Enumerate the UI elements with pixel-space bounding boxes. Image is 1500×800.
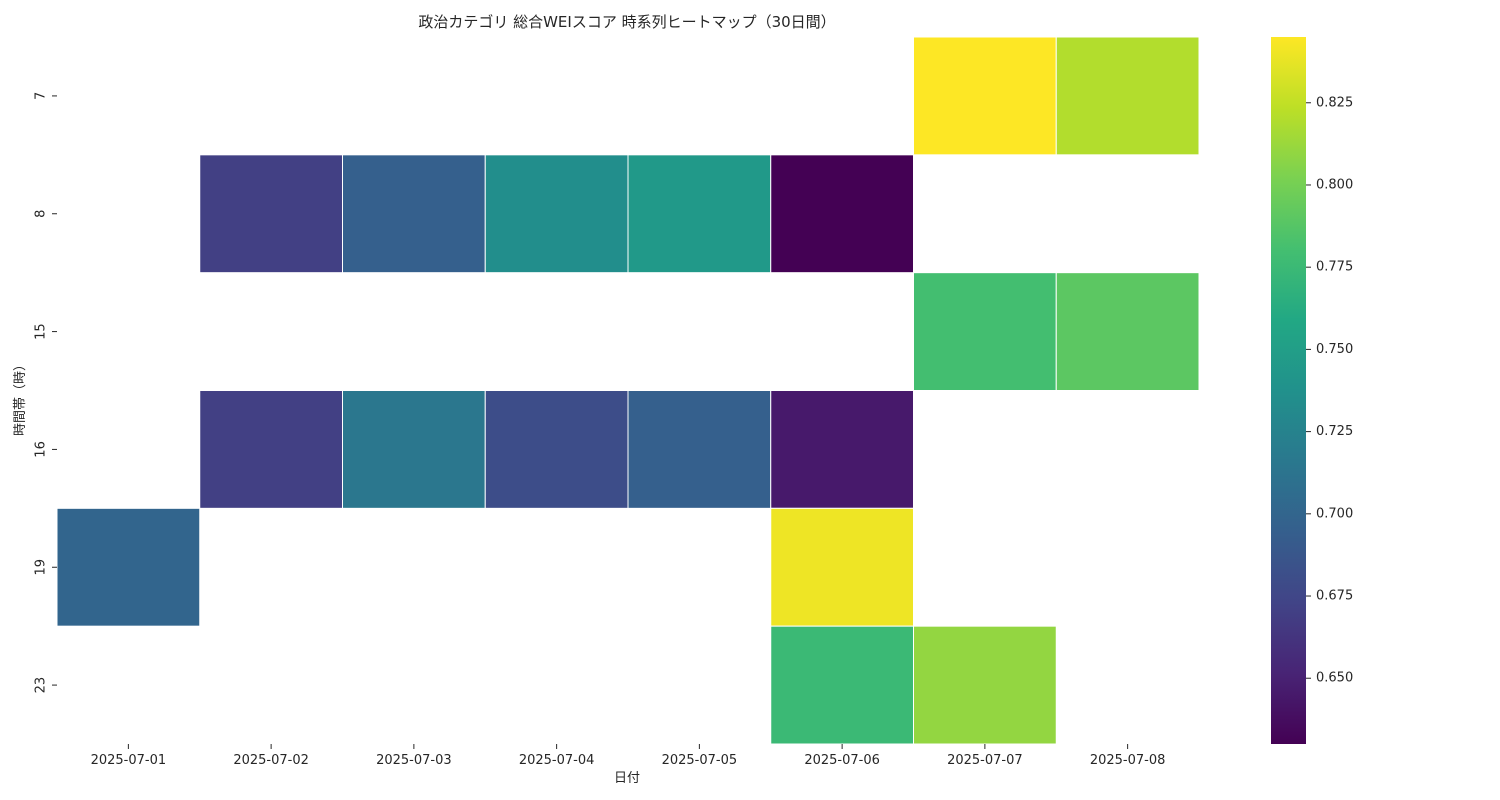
- y-tick-label: 15: [34, 323, 49, 340]
- heatmap-cell: [484, 390, 629, 509]
- heatmap-cell: [627, 154, 772, 274]
- y-tick-label: 7: [34, 92, 49, 100]
- colorbar-ticks: 0.650 0.675 0.700 0.725 0.750 0.775 0.800 0.825: [1306, 95, 1353, 686]
- colorbar-tick-label: 0.675: [1316, 589, 1353, 604]
- heatmap-cell: [484, 154, 629, 274]
- x-tick-label: 2025-07-08: [1090, 753, 1166, 768]
- heatmap-cell: [199, 390, 343, 509]
- colorbar-tick-label: 0.750: [1316, 342, 1353, 357]
- colorbar: [1271, 37, 1306, 744]
- y-tick-label: 16: [34, 441, 49, 458]
- colorbar-tick-label: 0.650: [1316, 671, 1353, 686]
- heatmap-cell: [770, 507, 914, 627]
- colorbar-tick-label: 0.700: [1316, 506, 1353, 521]
- x-tick-label: 2025-07-07: [947, 753, 1023, 768]
- y-tick-label: 19: [34, 559, 49, 576]
- x-tick-label: 2025-07-03: [376, 753, 452, 768]
- x-tick-label: 2025-07-05: [662, 753, 738, 768]
- colorbar-tick-label: 0.800: [1316, 177, 1353, 192]
- chart-title: 政治カテゴリ 総合WEIスコア 時系列ヒートマップ（30日間）: [418, 13, 835, 31]
- heatmap-cell: [770, 625, 914, 745]
- heatmap-cell: [770, 390, 914, 509]
- y-axis-label: 時間帯（時）: [13, 358, 28, 436]
- colorbar-tick-label: 0.725: [1316, 424, 1353, 439]
- x-tick-label: 2025-07-06: [804, 753, 880, 768]
- heatmap-cell: [56, 507, 201, 627]
- heatmap-cell: [770, 154, 914, 274]
- heatmap-cell: [342, 154, 486, 274]
- heatmap-cell: [1055, 36, 1200, 156]
- heatmap-cell: [627, 390, 772, 509]
- heatmap-cell: [199, 154, 343, 274]
- colorbar-tick-label: 0.825: [1316, 95, 1353, 110]
- heatmap-cell: [1055, 272, 1200, 391]
- x-tick-label: 2025-07-04: [519, 753, 595, 768]
- x-tick-label: 2025-07-02: [233, 753, 309, 768]
- x-tick-label: 2025-07-01: [91, 753, 167, 768]
- colorbar-tick-label: 0.775: [1316, 260, 1353, 275]
- heatmap-cell: [913, 272, 1057, 391]
- y-tick-label: 8: [34, 210, 49, 218]
- y-axis-ticks: 7 8 15 16 19 23: [34, 92, 57, 694]
- x-axis-ticks: 2025-07-01 2025-07-02 2025-07-03 2025-07-04…: [91, 744, 1166, 768]
- heatmap-cells: [56, 36, 1200, 745]
- heatmap-cell: [913, 625, 1057, 745]
- heatmap-cell: [342, 390, 486, 509]
- y-tick-label: 23: [34, 677, 49, 694]
- x-axis-label: 日付: [614, 771, 640, 786]
- heatmap-cell: [913, 36, 1057, 156]
